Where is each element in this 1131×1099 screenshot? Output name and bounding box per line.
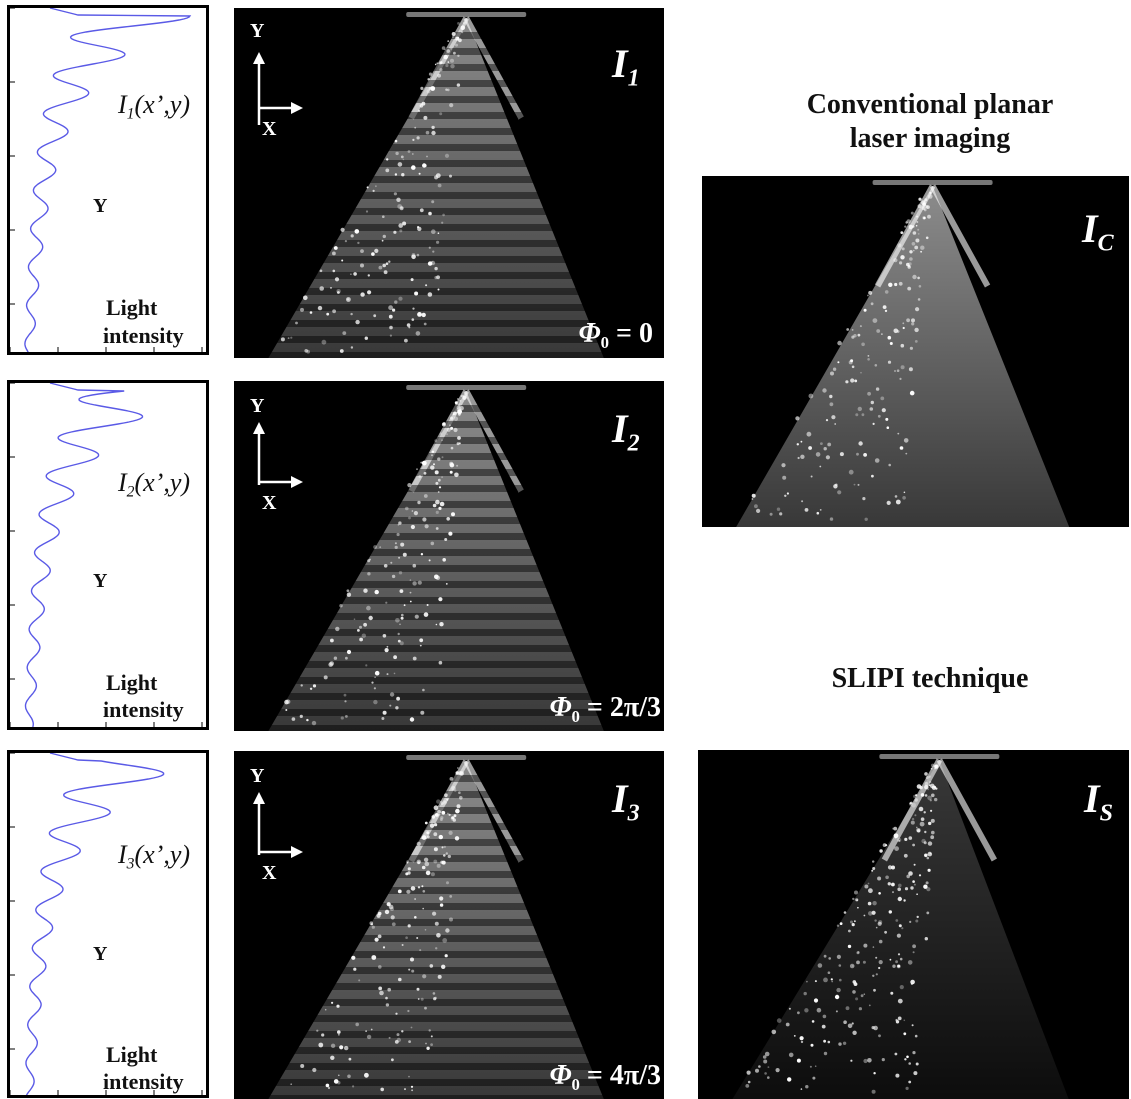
intensity-profile-3	[7, 750, 209, 1098]
slipi-label-main: I	[1084, 776, 1100, 821]
image-3-label: I3	[612, 775, 640, 827]
profile-2-x-label-2: intensity	[103, 697, 184, 722]
profile-label-3: I3(x’,y)	[118, 840, 190, 873]
axis-arrows-2	[253, 422, 303, 488]
intensity-profile-1	[7, 5, 209, 355]
intensity-profile-2	[7, 380, 209, 730]
image-1-label-sub: 1	[627, 65, 640, 92]
conventional-title: Conventional planar laser imaging	[760, 88, 1100, 155]
image-1-phase-value: = 0	[609, 318, 653, 349]
profile-label-2-main: I	[118, 468, 127, 497]
profile-label-1-args: (x’,y)	[134, 90, 191, 119]
profile-plot-1	[10, 8, 203, 352]
image-1-phase-symbol: Φ	[578, 318, 601, 349]
image-1-axis-x: X	[262, 118, 277, 140]
image-2-axis-x: X	[262, 492, 277, 514]
conventional-label-sub: C	[1097, 230, 1114, 257]
profile-label-1: I1(x’,y)	[118, 90, 190, 123]
conventional-label: IC	[1082, 205, 1114, 257]
spray-image-2	[234, 381, 664, 731]
image-1-label-main: I	[612, 41, 628, 86]
profile-2-y-label: Y	[93, 570, 108, 592]
image-2-label: I2	[612, 405, 640, 457]
slipi-label-sub: S	[1099, 800, 1113, 827]
profile-label-2-args: (x’,y)	[134, 468, 191, 497]
image-2-label-sub: 2	[627, 430, 640, 457]
profile-3-y-label: Y	[93, 943, 108, 965]
image-3-phase-value: = 4π/3	[579, 1060, 661, 1091]
slipi-label: IS	[1084, 775, 1113, 827]
profile-plot-2	[10, 383, 203, 727]
conventional-title-line-1: Conventional planar	[806, 89, 1054, 120]
image-1-phase-sub: 0	[600, 332, 610, 352]
profile-label-2-sub: 2	[126, 483, 135, 501]
profile-label-1-sub: 1	[126, 105, 135, 123]
conventional-image	[702, 176, 1129, 527]
image-3-axis-x: X	[262, 862, 277, 884]
profile-label-3-sub: 3	[126, 855, 135, 873]
profile-1-x-label-1: Light	[106, 295, 158, 320]
image-3-phase-symbol: Φ	[549, 1060, 572, 1091]
image-3-phase-sub: 0	[571, 1074, 580, 1094]
spray-image-3	[234, 751, 664, 1099]
profile-label-2: I2(x’,y)	[118, 468, 190, 501]
profile-label-1-main: I	[118, 90, 127, 119]
image-2-label-main: I	[612, 406, 628, 451]
image-3-axis-y: Y	[250, 765, 265, 787]
image-1-label: I1	[612, 40, 640, 92]
axis-arrows-1	[253, 52, 303, 125]
conventional-title-line-2: laser imaging	[849, 122, 1011, 154]
image-3-phase: Φ0 = 4π/3	[549, 1060, 661, 1095]
image-2-phase-symbol: Φ	[549, 692, 572, 723]
image-2-axis-y: Y	[250, 395, 265, 417]
axis-arrows-3	[253, 792, 303, 858]
profile-label-3-main: I	[118, 840, 127, 869]
slipi-title: SLIPI technique	[760, 662, 1100, 696]
conventional-label-main: I	[1082, 206, 1098, 251]
image-1-axis-y: Y	[250, 20, 265, 42]
profile-2-x-label-1: Light	[106, 670, 158, 695]
profile-3-x-label-2: intensity	[103, 1069, 184, 1094]
image-3-label-sub: 3	[627, 800, 640, 827]
spray-image-1	[234, 8, 664, 358]
profile-1-x-label-2: intensity	[103, 323, 184, 348]
profile-plot-3	[10, 753, 203, 1095]
image-2-phase: Φ0 = 2π/3	[549, 692, 661, 727]
slipi-image	[698, 750, 1129, 1099]
image-2-phase-sub: 0	[571, 706, 580, 726]
image-1-phase: Φ0 = 0	[579, 318, 653, 353]
profile-label-3-args: (x’,y)	[134, 840, 191, 869]
image-2-phase-value: = 2π/3	[579, 692, 661, 723]
image-3-label-main: I	[612, 776, 628, 821]
profile-3-x-label-1: Light	[106, 1042, 158, 1067]
profile-1-y-label: Y	[93, 195, 108, 217]
slipi-title-text: SLIPI technique	[831, 663, 1029, 694]
